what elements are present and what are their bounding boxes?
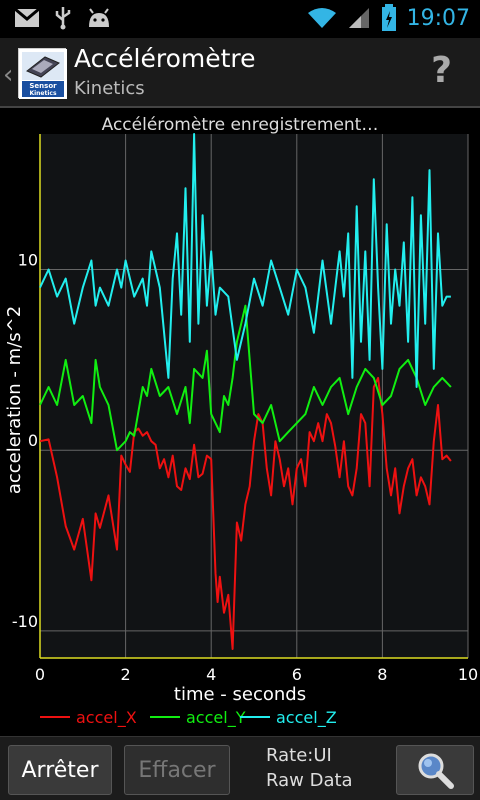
legend: accel_X accel_Y accel_Z xyxy=(40,708,337,728)
legend-label: accel_X xyxy=(76,708,137,728)
wifi-icon xyxy=(307,8,336,28)
app-logo[interactable]: Sensor Kinetics xyxy=(18,48,67,99)
x-tick-label: 8 xyxy=(377,665,387,684)
status-bar: 19:07 xyxy=(0,0,480,38)
usb-icon xyxy=(55,7,71,30)
grid-layer xyxy=(40,134,469,658)
app-title: Accéléromètre xyxy=(74,44,256,73)
chart-svg: Accéléromètre enregistrement… 0 2 4 6 8 10100… xyxy=(4,115,478,728)
chart-title: Accéléromètre enregistrement… xyxy=(102,115,379,135)
bottom-toolbar: Arrêter Effacer Rate:UI Raw Data xyxy=(0,736,480,800)
rate-selector[interactable]: Rate:UI Raw Data xyxy=(266,743,353,793)
stop-button[interactable]: Arrêter xyxy=(8,745,112,795)
series-line-accel-x xyxy=(39,376,452,650)
mode-label: Raw Data xyxy=(266,770,353,791)
legend-label: accel_Z xyxy=(276,708,337,728)
y-tick-label: -10 xyxy=(12,612,38,631)
clock: 19:07 xyxy=(406,5,470,31)
x-tick-label: 0 xyxy=(35,665,45,684)
legend-label: accel_Y xyxy=(186,708,246,728)
magnifier-icon xyxy=(418,753,454,789)
android-debug-icon xyxy=(89,8,109,27)
accelerometer-chart: Accéléromètre enregistrement… 0 2 4 6 8 10 10 0… xyxy=(0,110,480,730)
app-subtitle: Kinetics xyxy=(74,78,145,99)
y-tick-label: 10 xyxy=(18,251,38,270)
series-line-accel-y xyxy=(39,304,452,452)
x-tick-label: 10 xyxy=(458,665,478,684)
svg-text:Sensor: Sensor xyxy=(29,82,57,90)
svg-text:Kinetics: Kinetics xyxy=(29,90,57,97)
help-button[interactable]: ? xyxy=(431,50,452,91)
signal-icon xyxy=(348,8,369,28)
y-axis-label: acceleration - m/s^2 xyxy=(4,306,25,494)
x-tick-label: 2 xyxy=(121,665,131,684)
plot-area xyxy=(40,134,468,658)
back-chevron-icon[interactable]: ‹ xyxy=(3,60,14,90)
clear-button[interactable]: Effacer xyxy=(124,745,230,795)
zoom-button[interactable] xyxy=(396,745,474,795)
sensor-kinetics-logo-icon: Sensor Kinetics xyxy=(19,49,67,99)
y-tick-label: 0 xyxy=(28,431,38,450)
battery-icon xyxy=(381,4,396,31)
x-tick-label: 6 xyxy=(292,665,302,684)
series-layer xyxy=(39,133,452,650)
gmail-icon xyxy=(14,7,40,27)
series-line-accel-z xyxy=(39,133,451,388)
axis-layer xyxy=(39,134,468,659)
action-bar: ‹ Sensor Kinetics Accéléromètre Kinetics… xyxy=(0,38,480,108)
rate-label: Rate:UI xyxy=(266,745,332,766)
tick-layer: 0 2 4 6 8 10 10 0 -10 xyxy=(12,251,478,684)
x-tick-label: 4 xyxy=(206,665,216,684)
x-axis-label: time - seconds xyxy=(174,684,306,705)
